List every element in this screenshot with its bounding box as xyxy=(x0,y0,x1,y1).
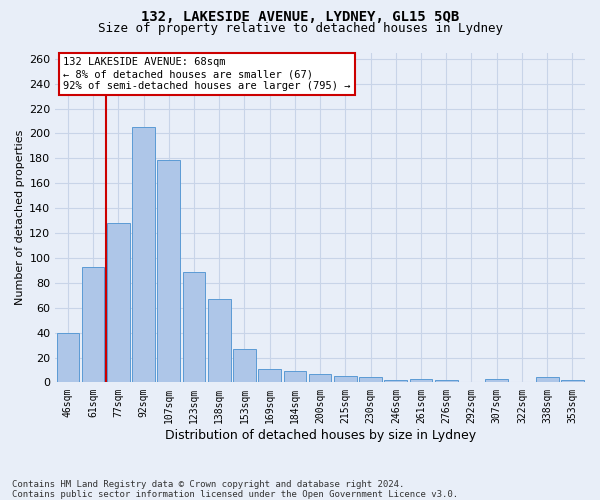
Bar xyxy=(182,272,205,382)
Text: 132 LAKESIDE AVENUE: 68sqm
← 8% of detached houses are smaller (67)
92% of semi-: 132 LAKESIDE AVENUE: 68sqm ← 8% of detac… xyxy=(63,58,351,90)
Bar xyxy=(233,349,256,382)
Y-axis label: Number of detached properties: Number of detached properties xyxy=(15,130,25,305)
Bar xyxy=(107,223,130,382)
Bar xyxy=(561,380,584,382)
Bar xyxy=(82,266,104,382)
Bar xyxy=(536,378,559,382)
X-axis label: Distribution of detached houses by size in Lydney: Distribution of detached houses by size … xyxy=(164,430,476,442)
Bar xyxy=(208,299,230,382)
Text: 132, LAKESIDE AVENUE, LYDNEY, GL15 5QB: 132, LAKESIDE AVENUE, LYDNEY, GL15 5QB xyxy=(141,10,459,24)
Bar xyxy=(385,380,407,382)
Bar xyxy=(132,127,155,382)
Bar xyxy=(334,376,357,382)
Bar xyxy=(410,378,433,382)
Text: Size of property relative to detached houses in Lydney: Size of property relative to detached ho… xyxy=(97,22,503,35)
Bar xyxy=(56,332,79,382)
Bar xyxy=(359,378,382,382)
Bar xyxy=(435,380,458,382)
Bar xyxy=(309,374,331,382)
Bar xyxy=(259,368,281,382)
Text: Contains HM Land Registry data © Crown copyright and database right 2024.
Contai: Contains HM Land Registry data © Crown c… xyxy=(12,480,458,499)
Bar xyxy=(157,160,180,382)
Bar xyxy=(284,371,306,382)
Bar xyxy=(485,378,508,382)
